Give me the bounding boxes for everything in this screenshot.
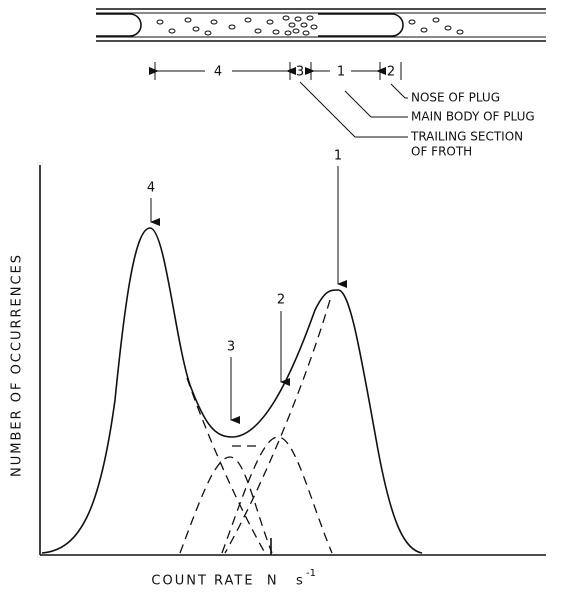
x-axis-unit: s [296,574,303,589]
peak-label: 3 [227,340,235,355]
y-axis-label: NUMBER OF OCCURRENCES [10,253,25,477]
segment-label: 1 [337,65,345,80]
segment-label: 2 [387,65,395,80]
measured-curve [41,227,423,554]
segment-label: 3 [296,65,304,80]
segment-label: 4 [214,65,222,80]
x-axis-label: COUNT RATE N [151,574,278,589]
annotation: NOSE OF PLUG [411,91,500,105]
peak-label: 4 [147,181,155,196]
peak-label: 1 [334,149,342,164]
component-4-tail [186,377,266,554]
x-axis-unit-exponent: -1 [306,568,316,579]
plot-axes [39,165,546,556]
component-3 [179,456,273,554]
pipe [96,8,546,42]
peak-label: 2 [277,293,285,308]
annotation: MAIN BODY OF PLUG [411,110,535,124]
component-1-tail [224,299,331,554]
component-2 [221,436,333,554]
dimension-lines [149,62,408,138]
annotation: OF FROTH [411,145,472,159]
annotation: TRAILING SECTION [410,130,523,144]
